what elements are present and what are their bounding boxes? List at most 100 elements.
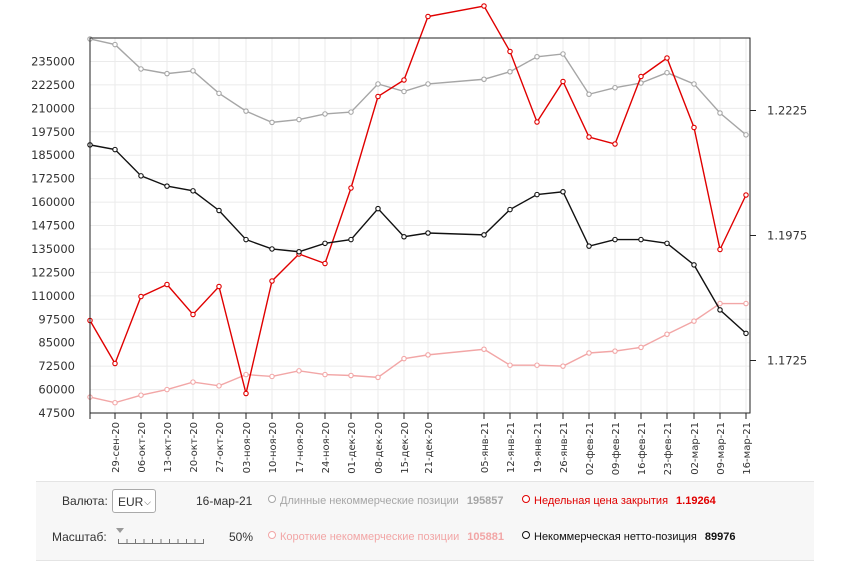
y-left-tick-label: 110000: [31, 289, 75, 303]
data-point: [375, 374, 381, 381]
data-point: [138, 66, 144, 72]
y-left-tick-label: 210000: [31, 101, 75, 115]
data-point: [638, 73, 644, 80]
scale-slider[interactable]: [118, 535, 204, 544]
scale-value: 50%: [229, 530, 254, 544]
date-value: 16-мар-21: [196, 494, 253, 508]
data-point: [612, 141, 618, 147]
x-tick-label: 13-окт-20: [163, 422, 174, 473]
legend-net-label: Некоммерческая нетто-позиция: [534, 531, 697, 543]
x-tick-label: 05-янв-21: [480, 422, 491, 473]
y-left-tick-label: 160000: [31, 195, 75, 209]
y-left-tick-label: 97500: [38, 312, 75, 326]
right-axis-labels: 1.1725 1.1975 1.2225: [750, 104, 807, 368]
x-tick-label: 19-янв-21: [533, 422, 544, 473]
data-point: [560, 363, 566, 369]
x-tick-label: 24-ноя-20: [321, 422, 332, 473]
series-0: [87, 36, 749, 138]
y-left-tick-label: 122500: [31, 265, 75, 279]
x-tick-label: 29-сен-20: [111, 422, 122, 473]
x-tick-label: 01-дек-20: [347, 422, 358, 474]
legend-price[interactable]: Недельная цена закрытия 1.19264: [522, 495, 716, 507]
x-tick-label: 06-окт-20: [137, 422, 148, 473]
data-point: [216, 283, 222, 290]
data-point: [664, 240, 670, 247]
legend-price-marker: [522, 495, 530, 503]
legend-short[interactable]: Короткие некоммерческие позиции 105881: [268, 531, 504, 543]
data-point: [375, 81, 381, 87]
grid: [89, 38, 750, 414]
data-point: [743, 132, 749, 138]
chevron-down-icon: ⌵: [144, 497, 151, 507]
data-point: [243, 236, 249, 243]
y-left-tick-label: 60000: [38, 383, 75, 397]
x-tick-label: 03-ноя-20: [242, 422, 253, 473]
data-point: [112, 399, 118, 406]
data-point: [112, 146, 118, 153]
data-point: [481, 3, 487, 9]
data-point: [425, 81, 431, 87]
data-point: [481, 232, 487, 238]
x-tick-label: 09-мар-21: [716, 422, 727, 475]
y-left-tick-label: 185000: [31, 148, 75, 162]
chart: 47500 60000 72500 85000 97500 110000 122500 135…: [31, 3, 807, 475]
data-point: [425, 13, 431, 20]
data-point: [348, 372, 354, 379]
scale-slider-thumb[interactable]: [116, 528, 124, 533]
data-point: [743, 330, 749, 337]
legend-long-label: Длинные некоммерческие позиции: [280, 495, 459, 507]
x-tick-label: 20-окт-20: [189, 422, 200, 473]
data-point: [534, 53, 540, 60]
data-point: [560, 189, 566, 195]
data-point: [425, 230, 431, 236]
y-left-tick-label: 47500: [38, 406, 75, 420]
y-right-tick-label: 1.1725: [767, 354, 807, 368]
legend-net[interactable]: Некоммерческая нетто-позиция 89976: [522, 531, 735, 543]
y-right-tick-label: 1.2225: [767, 104, 807, 118]
data-point: [638, 236, 644, 243]
data-point: [691, 124, 697, 131]
x-tick-label: 16-мар-21: [742, 422, 753, 475]
data-point: [138, 173, 144, 179]
data-point: [743, 192, 749, 198]
data-point: [269, 119, 275, 126]
x-tick-label: 12-янв-21: [506, 422, 517, 473]
data-point: [322, 260, 328, 267]
data-point: [691, 81, 697, 87]
legend-long-value: 195857: [466, 495, 504, 507]
legend-short-marker: [268, 531, 276, 539]
data-point: [164, 183, 170, 189]
y-left-tick-label: 85000: [38, 336, 75, 350]
series-3: [87, 3, 749, 397]
series-line: [89, 5, 747, 394]
legend-net-marker: [522, 531, 530, 539]
data-point: [243, 108, 249, 114]
data-point: [138, 293, 144, 300]
x-tick-label: 10-ноя-20: [268, 422, 279, 473]
left-axis-labels: 47500 60000 72500 85000 97500 110000 122500 135…: [31, 54, 75, 420]
scale-slider-ticks: [118, 535, 204, 544]
data-point: [322, 371, 328, 378]
legend-short-label: Короткие некоммерческие позиции: [280, 531, 460, 543]
data-point: [638, 344, 644, 351]
y-right-tick-label: 1.1975: [767, 229, 807, 243]
data-point: [401, 77, 407, 83]
controls-panel: [36, 481, 814, 561]
data-point: [112, 41, 118, 48]
data-point: [243, 390, 249, 397]
data-point: [534, 191, 540, 198]
y-left-tick-label: 135000: [31, 242, 75, 256]
data-point: [425, 352, 431, 358]
data-point: [534, 119, 540, 125]
data-point: [586, 350, 592, 356]
data-point: [164, 70, 170, 77]
data-point: [216, 383, 222, 389]
data-point: [481, 76, 487, 83]
data-point: [138, 392, 144, 398]
x-tick-label: 16-фев-21: [637, 422, 648, 475]
legend-long[interactable]: Длинные некоммерческие позиции 195857: [268, 495, 504, 507]
currency-select[interactable]: EUR ⌵: [112, 489, 156, 513]
data-point: [296, 368, 302, 374]
data-point: [717, 110, 723, 116]
x-tick-label: 02-мар-21: [690, 422, 701, 475]
